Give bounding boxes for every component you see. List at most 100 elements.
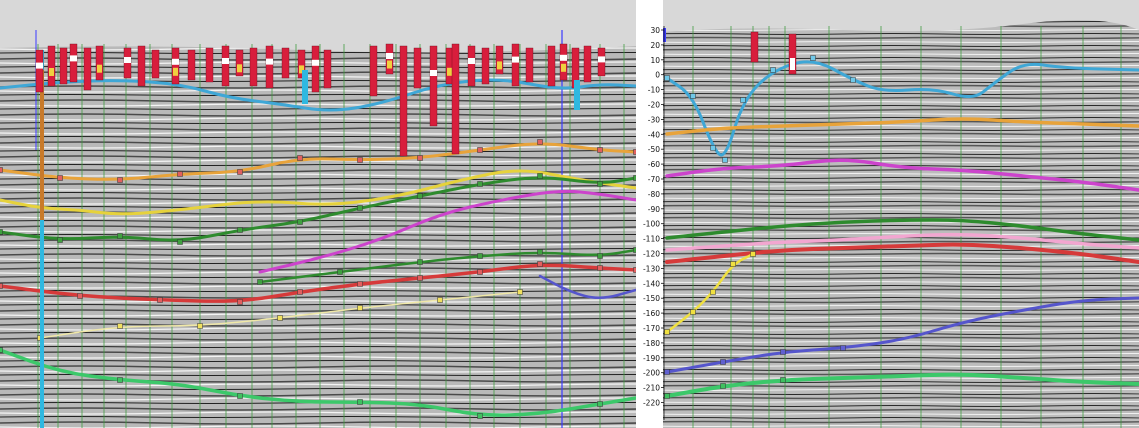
well-log-tracks [35,43,606,428]
depth-tick-label: -120 [643,250,660,259]
depth-axis-strip [643,0,663,428]
horizon-line [0,348,636,417]
left-seismic-section [0,0,636,428]
horizon-line [538,274,636,299]
horizon-pick-marker [633,149,636,155]
depth-tick-label: -60 [648,160,660,169]
sky-area [0,0,636,48]
horizon-pick-marker [477,253,483,259]
well-log-track [750,31,759,63]
horizon-pick-marker [297,289,303,295]
well-log-track [173,67,178,76]
horizon-pick-marker [840,345,846,351]
depth-tick-label: -170 [643,324,660,333]
well-log-track [281,47,290,79]
horizon-pick-marker [357,281,363,287]
well-log-track [430,70,437,76]
well-log-track [547,45,556,87]
horizon-pick-marker [537,261,543,267]
depth-tick-label: -110 [643,235,660,244]
depth-tick-label: 10 [650,56,660,65]
well-log-track [70,55,77,62]
horizon-pick-marker [0,283,3,289]
well-log-track [497,61,502,70]
horizon-pick-marker [117,177,123,183]
horizon-pick-marker [357,305,363,311]
horizon-pick-marker [57,237,63,243]
well-log-track [429,45,438,127]
horizon-pick-marker [357,205,363,211]
horizon-pick-marker [237,393,243,399]
well-log-track [49,68,54,76]
horizon-pick-marker [537,173,543,179]
horizon-pick-marker [633,267,636,273]
well-log-track [574,80,580,110]
well-log-track [467,45,476,87]
well-log-track [36,62,43,69]
depth-tick-label: 0 [655,71,660,80]
horizon-pick-marker [417,259,423,265]
horizon-pick-marker [633,247,636,253]
well-log-track [40,50,44,428]
well-log-track [83,47,92,91]
horizon-pick-marker [664,369,670,375]
horizon-pick-marker [417,193,423,199]
horizon-pick-marker [197,323,203,329]
horizon-pick-marker [750,251,756,257]
well-log-track [663,28,666,42]
well-log-track [249,47,258,87]
right-seismic-section: 30 20 10 0 -10 -20 -30 -40 -50 -60 -70 -80 -90 -100 -1… [643,0,1139,428]
well-log-tracks [663,28,797,75]
horizon-pick-marker [477,269,483,275]
well-log-track [59,47,68,85]
horizon-pick-marker [770,67,776,73]
depth-tick-label: -10 [648,86,660,95]
depth-tick-label: -40 [648,130,660,139]
depth-tick-label: -220 [643,399,660,408]
horizon-pick-marker [437,297,443,303]
horizon-pick-marker [237,299,243,305]
horizon-pick-marker [77,293,83,299]
well-log-track [265,45,274,89]
horizon-pick-marker [690,309,696,315]
horizon-pick-marker [477,181,483,187]
well-log-track [137,45,146,87]
horizon-pick-marker [730,261,736,267]
horizon-pick-marker [477,413,483,419]
horizon-pick-marker [477,147,483,153]
well-log-track [35,49,44,93]
depth-tick-label: -210 [643,384,660,393]
horizon-pick-marker [117,233,123,239]
horizon-pick-marker [237,227,243,233]
well-log-track [323,49,332,89]
horizon-line [665,117,1139,136]
well-log-track [468,58,475,64]
horizon-pick-marker [117,377,123,383]
seismic-reflections [663,20,1139,428]
well-log-track [447,67,452,76]
horizon-pick-marker [597,265,603,271]
well-log-track [386,53,393,59]
horizon-line [0,169,636,216]
horizon-pick-marker [537,139,543,145]
horizon-pick-marker [177,171,183,177]
horizon-pick-marker [117,323,123,329]
horizon-line [258,189,636,274]
well-log-track [451,43,460,155]
horizon-pick-marker [0,167,3,173]
well-log-track [69,43,78,83]
horizon-line [665,242,1139,264]
horizon-pick-marker [597,401,603,407]
horizon-pick-marker [417,155,423,161]
well-log-track [47,45,56,87]
horizon-pick-marker [0,229,3,235]
well-log-track [171,47,180,85]
horizon-pick-marker [664,329,670,335]
well-log-track [97,64,102,73]
horizon-pick-marker [720,359,726,365]
depth-axis: 30 20 10 0 -10 -20 -30 -40 -50 -60 -70 -80 -90 -100 -1… [643,26,665,420]
horizon-pick-marker [597,181,603,187]
horizon-pick-marker [337,269,343,275]
well-log-track [790,58,795,70]
depth-tick-label: -100 [643,220,660,229]
